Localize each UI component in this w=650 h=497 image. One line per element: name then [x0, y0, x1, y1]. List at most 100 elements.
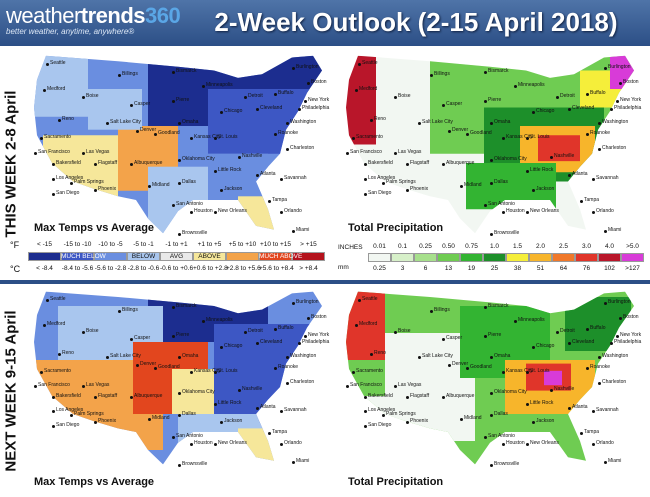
city-dot: [514, 85, 517, 89]
temp-legend-c-1: -8.4 to -5.6: [61, 265, 94, 272]
temp-legend-swatch-0: [28, 252, 61, 261]
city-dot: [70, 414, 73, 417]
precip-legend-swatch-1: [391, 253, 414, 262]
city-label: Bakersfield: [368, 393, 393, 399]
city-dot: [52, 424, 55, 428]
city-dot: [592, 410, 595, 414]
logo-trends: trends: [80, 3, 146, 28]
city-label: Bismarck: [176, 303, 197, 309]
city-dot: [130, 103, 133, 107]
city-label: Albuquerque: [446, 393, 475, 399]
city-dot: [118, 309, 121, 313]
city-label: Boise: [398, 93, 411, 100]
city-label: Bismarck: [176, 67, 197, 74]
city-label: Chicago: [224, 108, 243, 115]
city-dot: [610, 342, 613, 345]
city-dot: [442, 163, 445, 166]
city-dot: [178, 159, 181, 163]
city-label: Sacramento: [356, 134, 383, 141]
city-label: Reno: [62, 349, 74, 356]
city-label: Seattle: [50, 295, 66, 302]
city-dot: [292, 302, 295, 306]
city-label: Salt Lake City: [110, 119, 141, 126]
city-dot: [286, 356, 289, 360]
precip-legend-mm-7: 51: [536, 265, 545, 272]
city-dot: [355, 324, 358, 327]
precip-legend-swatch-7: [529, 253, 552, 262]
city-label: Dallas: [182, 178, 196, 185]
city-dot: [190, 137, 193, 141]
temp-legend-f-2: -10 to -5: [98, 241, 123, 248]
city-dot: [604, 302, 607, 306]
city-dot: [118, 74, 121, 78]
city-dot: [34, 151, 37, 155]
city-label: Orlando: [284, 208, 302, 215]
city-label: Boise: [398, 328, 411, 335]
city-dot: [592, 177, 595, 181]
city-dot: [220, 111, 223, 115]
city-label: Cleveland: [260, 104, 283, 111]
city-dot: [46, 63, 49, 67]
temp-legend-c-6: +2.8 to +5.6: [226, 265, 261, 272]
precip-legend-in-9: 3.0: [581, 243, 592, 250]
city-dot: [94, 421, 97, 425]
precip-legend-mm-1: 3: [400, 265, 405, 272]
city-label: Albuquerque: [134, 160, 163, 166]
city-label: Nashville: [242, 385, 263, 392]
city-dot: [172, 70, 175, 74]
city-label: Medford: [359, 321, 378, 327]
city-dot: [148, 417, 151, 421]
city-dot: [136, 129, 139, 133]
city-label: Reno: [374, 115, 386, 122]
city-label: San Diego: [56, 421, 80, 428]
city-dot: [364, 396, 367, 399]
city-label: Kansas City: [506, 134, 533, 141]
city-label: Miami: [608, 457, 622, 464]
city-dot: [550, 155, 553, 159]
city-label: Charleston: [290, 378, 315, 385]
city-dot: [364, 192, 367, 196]
city-label: New Orleans: [530, 208, 559, 215]
logo-weather: weather: [6, 3, 81, 28]
city-label: New York: [620, 331, 642, 338]
city-label: Albuquerque: [446, 160, 475, 166]
city-dot: [556, 96, 559, 100]
city-label: St. Louis: [530, 134, 550, 141]
city-dot: [82, 331, 85, 335]
city-dot: [52, 410, 55, 414]
city-label: Albuquerque: [134, 393, 163, 399]
city-label: Casper: [134, 100, 151, 107]
city-label: Washington: [290, 353, 317, 360]
precip-legend-mm-0: 0.25: [373, 265, 386, 272]
city-label: Orlando: [284, 439, 302, 446]
city-label: Casper: [134, 335, 151, 342]
city-label: Boise: [86, 93, 99, 100]
temp-legend-swatch-7: [259, 252, 292, 261]
city-dot: [568, 406, 571, 410]
city-dot: [442, 338, 445, 342]
city-dot: [136, 363, 139, 367]
city-dot: [172, 306, 175, 309]
city-label: Brownsville: [494, 230, 520, 237]
map-precip-next-week: Seattle Billings Medford Bismarck Burlington…: [340, 288, 642, 468]
page-title: 2-Week Outlook (2-15 April 2018): [214, 7, 618, 37]
city-label: Orlando: [596, 439, 614, 446]
city-dot: [40, 137, 43, 141]
city-label: Denver: [140, 360, 157, 367]
city-dot: [526, 211, 529, 215]
city-dot: [460, 417, 463, 421]
city-dot: [172, 435, 175, 439]
city-dot: [358, 63, 361, 67]
temp-legend-c-8: > +8.4: [299, 265, 318, 272]
city-label: Sacramento: [44, 367, 71, 374]
weathertrends360-logo: weathertrends360 better weather, anytime…: [6, 3, 181, 41]
city-dot: [502, 370, 505, 374]
city-label: Roanoke: [278, 130, 299, 137]
city-dot: [484, 334, 487, 338]
precip-legend-mm-8: 64: [559, 265, 568, 272]
precip-legend-swatch-9: [575, 253, 598, 262]
temp-legend-swatch-2: [94, 252, 127, 261]
city-label: Palm Springs: [386, 178, 416, 185]
city-label: New York: [308, 331, 330, 338]
city-dot: [406, 188, 409, 192]
